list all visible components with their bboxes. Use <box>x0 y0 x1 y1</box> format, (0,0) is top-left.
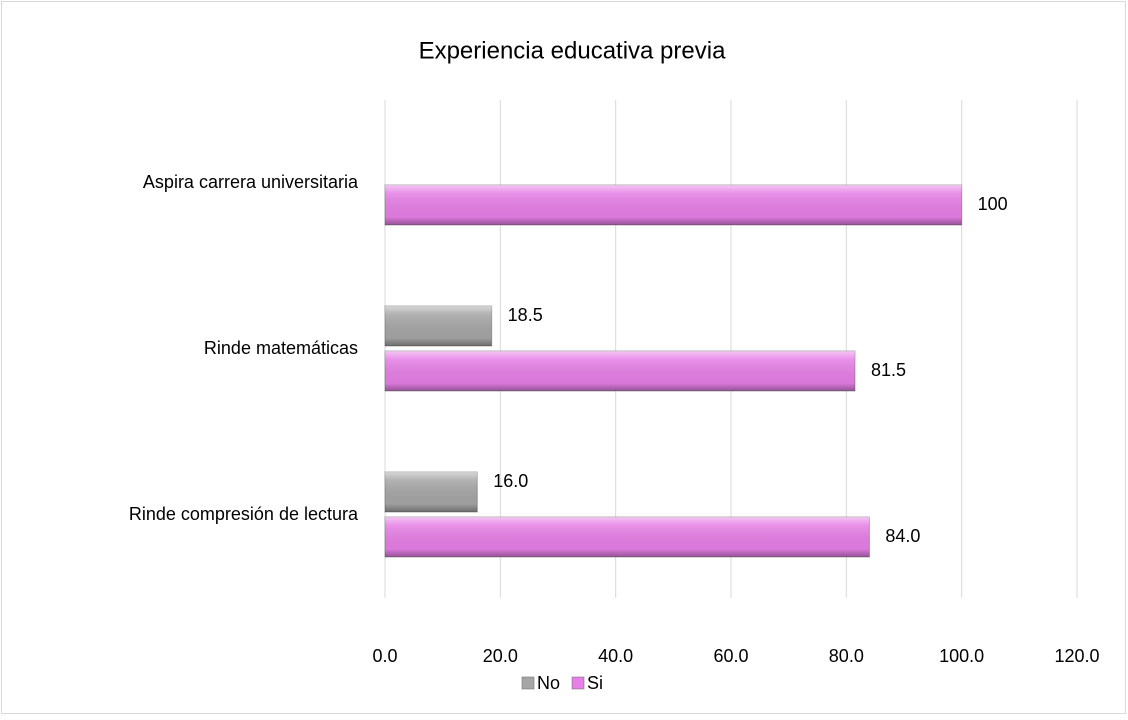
chart-title: Experiencia educativa previa <box>419 37 726 64</box>
data-label: 100 <box>978 194 1008 214</box>
legend-label: No <box>537 673 560 693</box>
x-tick-label: 60.0 <box>713 646 748 666</box>
x-tick-label: 20.0 <box>483 646 518 666</box>
bar <box>384 471 478 513</box>
x-tick-label: 0.0 <box>372 646 397 666</box>
y-tick-label: Rinde compresión de lectura <box>129 504 359 524</box>
data-label: 81.5 <box>871 360 906 380</box>
data-label: 18.5 <box>508 305 543 325</box>
y-tick-label: Rinde matemáticas <box>204 338 358 358</box>
x-tick-label: 100.0 <box>939 646 984 666</box>
legend-swatch <box>571 676 585 690</box>
x-tick-label: 80.0 <box>829 646 864 666</box>
y-tick-label: Aspira carrera universitaria <box>143 172 359 192</box>
data-label: 84.0 <box>885 526 920 546</box>
legend-swatch <box>521 676 535 690</box>
bar <box>384 516 870 558</box>
legend-label: Si <box>587 673 603 693</box>
bar <box>384 305 493 347</box>
x-tick-label: 120.0 <box>1054 646 1099 666</box>
data-label: 16.0 <box>493 471 528 491</box>
x-tick-label: 40.0 <box>598 646 633 666</box>
bar <box>384 184 963 226</box>
bar <box>384 350 856 392</box>
